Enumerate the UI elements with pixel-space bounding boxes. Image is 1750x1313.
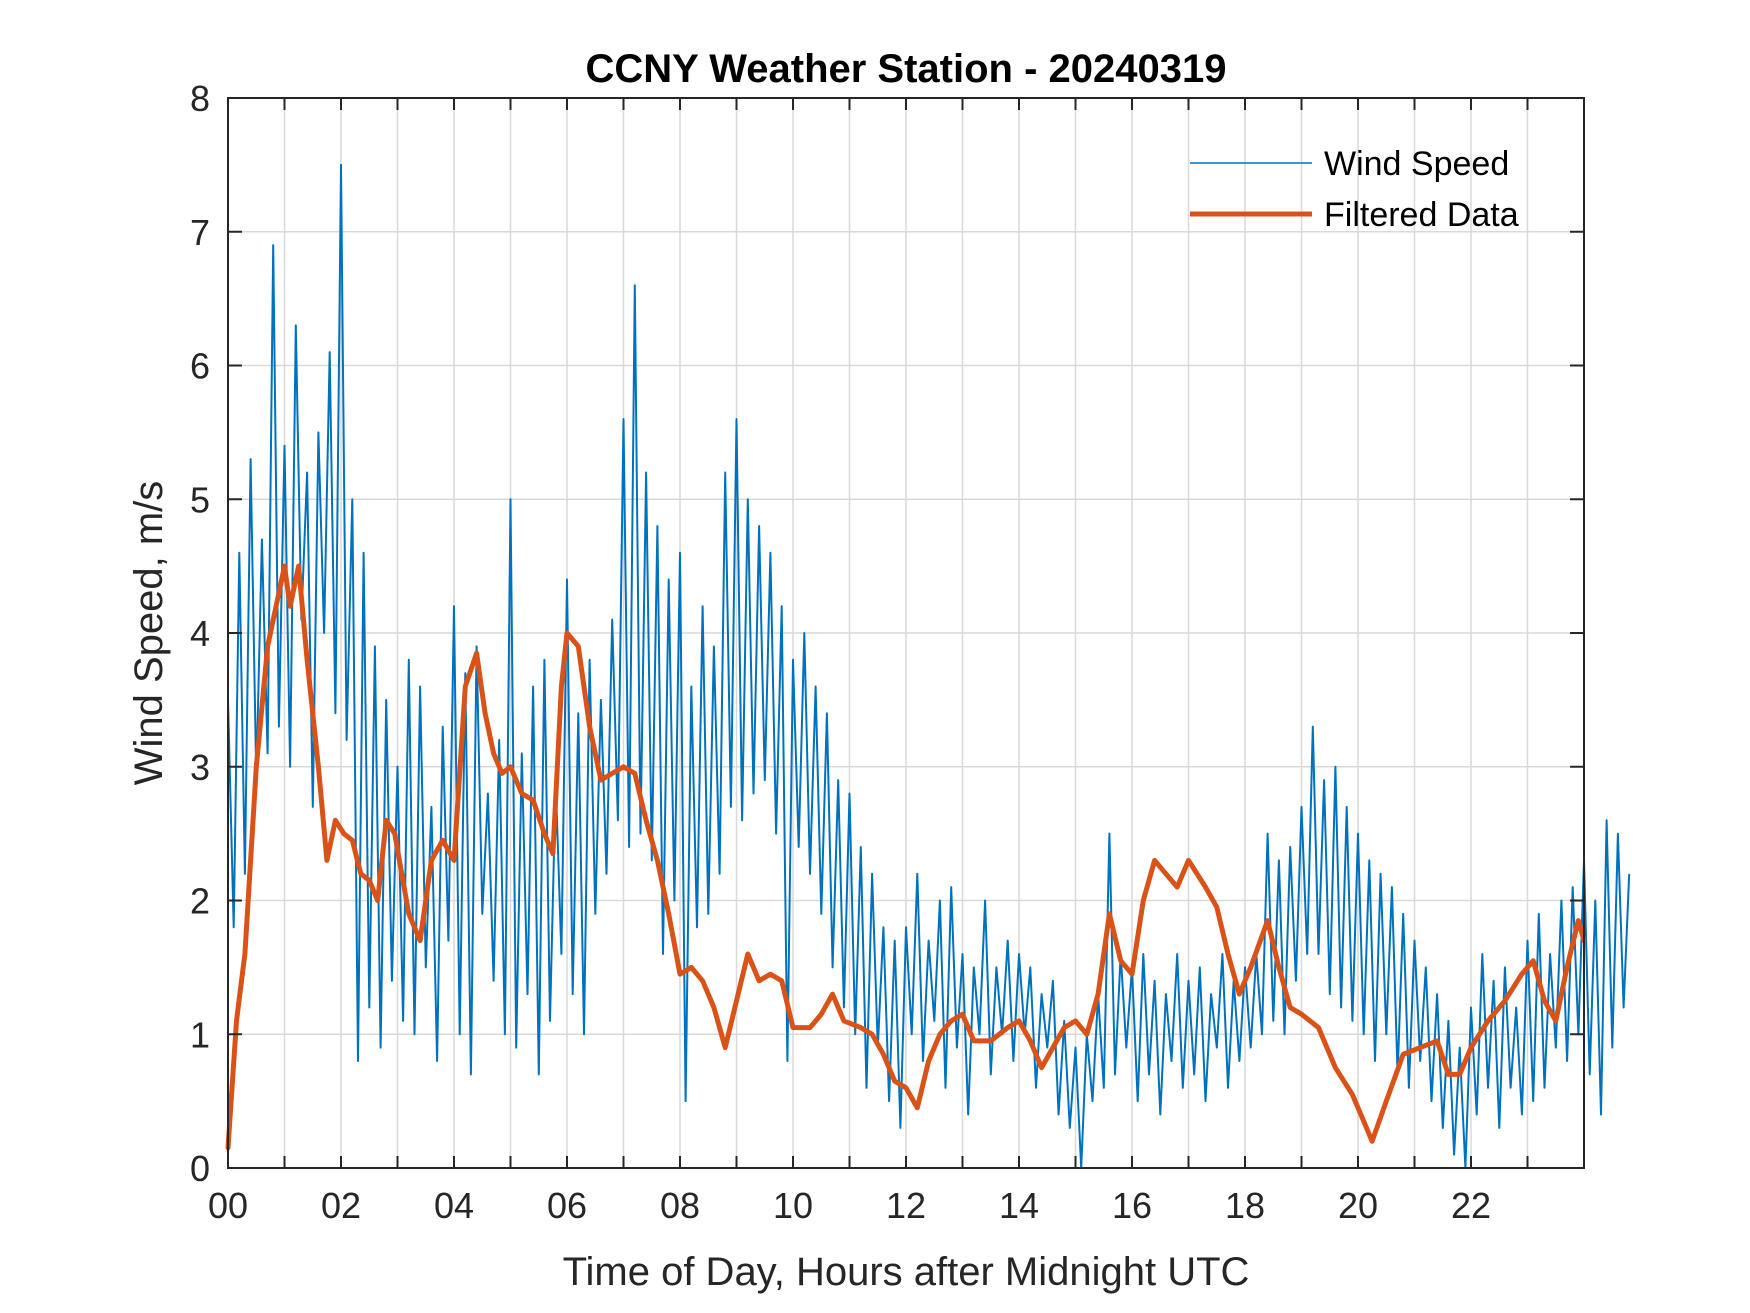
y-tick-label: 3	[190, 747, 210, 788]
x-tick-label: 00	[208, 1185, 248, 1226]
grid	[228, 98, 1584, 1168]
y-tick-label: 1	[190, 1014, 210, 1055]
ticks	[228, 98, 1584, 1168]
x-tick-label: 18	[1225, 1185, 1265, 1226]
x-tick-label: 14	[999, 1185, 1039, 1226]
x-tick-label: 10	[773, 1185, 813, 1226]
y-tick-label: 0	[190, 1148, 210, 1189]
y-axis-label: Wind Speed, m/s	[127, 481, 171, 786]
x-tick-label: 06	[547, 1185, 587, 1226]
y-tick-label: 8	[190, 78, 210, 119]
x-tick-label: 04	[434, 1185, 474, 1226]
x-tick-label: 16	[1112, 1185, 1152, 1226]
y-tick-label: 5	[190, 479, 210, 520]
legend: Wind Speed Filtered Data	[1190, 145, 1519, 234]
series-layer	[225, 163, 1631, 1169]
filtered-data-line	[225, 563, 1587, 1151]
y-tick-label: 7	[190, 212, 210, 253]
y-tick-label: 2	[190, 881, 210, 922]
y-tick-label: 6	[190, 346, 210, 387]
legend-label-filtered-data: Filtered Data	[1324, 196, 1519, 234]
x-axis-label: Time of Day, Hours after Midnight UTC	[563, 1250, 1250, 1294]
x-tick-label: 20	[1338, 1185, 1378, 1226]
y-tick-label: 4	[190, 613, 210, 654]
x-tick-label: 12	[886, 1185, 926, 1226]
chart-title: CCNY Weather Station - 20240319	[586, 47, 1227, 91]
x-tick-label: 08	[660, 1185, 700, 1226]
x-tick-label: 22	[1451, 1185, 1491, 1226]
wind-speed-line	[227, 163, 1631, 1169]
x-tick-label: 02	[321, 1185, 361, 1226]
legend-label-wind-speed: Wind Speed	[1324, 145, 1509, 183]
